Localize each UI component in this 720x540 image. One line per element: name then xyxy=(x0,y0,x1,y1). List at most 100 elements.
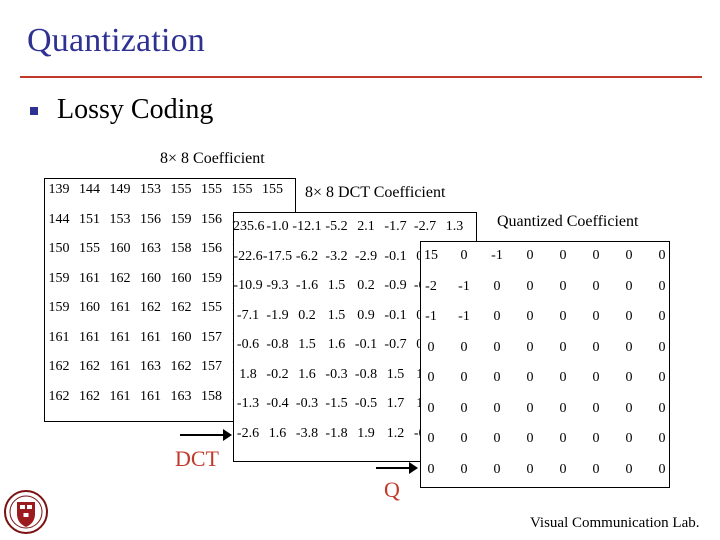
input-cell: 149 xyxy=(109,182,131,197)
dct-cell: 1.6 xyxy=(298,366,316,382)
quantized-cell: 0 xyxy=(427,370,435,385)
dct-cell: 1.3 xyxy=(445,219,464,234)
quantized-cell: 0 xyxy=(658,309,666,324)
quantized-cell: 0 xyxy=(493,278,501,294)
input-cell: 160 xyxy=(79,300,100,315)
input-cell: 155 xyxy=(262,182,283,197)
dct-panel-label: 8× 8 DCT Coefficient xyxy=(305,184,446,201)
dct-cell: -1.9 xyxy=(266,307,289,323)
quantized-cell: 15 xyxy=(424,248,438,263)
quantized-cell: 0 xyxy=(559,400,567,416)
quantized-cell: 0 xyxy=(460,339,468,355)
dct-cell: -3.2 xyxy=(325,248,348,264)
input-cell: 162 xyxy=(109,270,131,286)
quantized-cell: 0 xyxy=(559,431,567,446)
quantized-cell: 0 xyxy=(592,309,600,324)
dct-cell: -0.9 xyxy=(384,278,407,293)
input-cell: 151 xyxy=(79,211,100,227)
input-cell: 162 xyxy=(79,388,100,404)
input-cell: 163 xyxy=(140,359,161,374)
dct-cell: -0.1 xyxy=(384,248,407,264)
dct-cell: -0.2 xyxy=(266,366,289,382)
quantized-cell: 0 xyxy=(658,339,666,355)
dct-cell: 1.5 xyxy=(386,366,405,382)
dct-cell: -1.3 xyxy=(236,396,260,411)
input-cell: 161 xyxy=(48,329,70,345)
quantized-cell: 0 xyxy=(625,248,633,263)
quantized-panel-label: Quantized Coefficient xyxy=(497,213,639,230)
quantized-cell: 0 xyxy=(526,248,534,263)
input-cell: 155 xyxy=(170,182,192,197)
dct-cell: -0.3 xyxy=(295,396,319,411)
dct-cell: 1.6 xyxy=(327,337,346,352)
quantized-cell: 0 xyxy=(625,309,633,324)
quantized-cell: 0 xyxy=(493,431,501,446)
input-cell: 162 xyxy=(48,388,70,404)
input-cell: 161 xyxy=(79,329,100,345)
quantization-operator-label: Q xyxy=(384,477,400,502)
quantized-cell: -2 xyxy=(425,278,437,294)
footer-lab-name: Visual Communication Lab. xyxy=(530,515,700,531)
bullet-text: Lossy Coding xyxy=(57,94,214,125)
quantized-cell: 0 xyxy=(493,370,501,385)
input-cell: 155 xyxy=(201,182,222,197)
quantized-cell: 0 xyxy=(493,400,501,416)
input-cell: 160 xyxy=(140,270,161,286)
quantized-cell: 0 xyxy=(460,431,468,446)
input-cell: 161 xyxy=(140,329,161,345)
quantized-cell: 0 xyxy=(658,400,666,416)
dct-cell: -0.8 xyxy=(354,366,378,382)
quantized-cell: 0 xyxy=(592,400,600,416)
slide-title: Quantization xyxy=(27,22,206,59)
dct-cell: 0.2 xyxy=(298,307,316,323)
quantized-cell: 0 xyxy=(658,461,666,477)
input-cell: 163 xyxy=(140,241,161,256)
quantized-cell: 0 xyxy=(460,400,468,416)
input-cell: 162 xyxy=(140,300,161,315)
quantized-cell: 0 xyxy=(460,461,468,477)
quantized-cell: 0 xyxy=(559,339,567,355)
university-seal-icon xyxy=(4,490,48,534)
input-cell: 157 xyxy=(201,359,222,374)
quantized-cell: 0 xyxy=(625,431,633,446)
dct-cell: -7.1 xyxy=(236,307,260,323)
dct-cell: 235.6 xyxy=(233,219,265,234)
quantized-cell: 0 xyxy=(658,431,666,446)
dct-cell: -12.1 xyxy=(292,219,322,234)
quantized-cell: 0 xyxy=(427,431,435,446)
input-cell: 155 xyxy=(79,241,100,256)
quantized-cell: 0 xyxy=(625,370,633,385)
input-cell: 162 xyxy=(48,359,70,374)
dct-cell: 1.5 xyxy=(298,337,316,352)
input-cell: 162 xyxy=(170,359,192,374)
input-cell: 155 xyxy=(231,182,253,197)
quantized-cell: 0 xyxy=(526,370,534,385)
quantized-cell: 0 xyxy=(625,400,633,416)
quantized-cell: -1 xyxy=(425,309,437,324)
input-cell: 139 xyxy=(48,182,70,197)
quantized-cell: 0 xyxy=(658,370,666,385)
quantized-cell: 0 xyxy=(526,278,534,294)
dct-cell: -1.5 xyxy=(325,396,348,411)
dct-cell: -2.9 xyxy=(354,248,378,264)
input-cell: 162 xyxy=(170,300,192,315)
dct-operator-label: DCT xyxy=(175,446,219,471)
quantized-cell: 0 xyxy=(526,339,534,355)
input-cell: 159 xyxy=(201,270,222,286)
dct-cell: -22.6 xyxy=(233,248,263,264)
input-cell: 160 xyxy=(170,329,192,345)
input-cell: 158 xyxy=(201,388,222,404)
quantized-cell: 0 xyxy=(592,461,600,477)
input-cell: 161 xyxy=(140,388,161,404)
quantization-arrow-icon xyxy=(376,462,418,474)
dct-cell: -6.2 xyxy=(295,248,319,264)
quantized-cell: 0 xyxy=(592,370,600,385)
dct-arrow-icon xyxy=(180,429,232,441)
dct-cell: -1.7 xyxy=(384,219,407,234)
dct-cell: -0.5 xyxy=(354,396,378,411)
quantized-cell: -1 xyxy=(458,278,470,294)
dct-cell: -3.8 xyxy=(295,425,319,441)
quantized-cell: 0 xyxy=(559,370,567,385)
input-cell: 161 xyxy=(109,300,131,315)
input-cell: 160 xyxy=(170,270,192,286)
